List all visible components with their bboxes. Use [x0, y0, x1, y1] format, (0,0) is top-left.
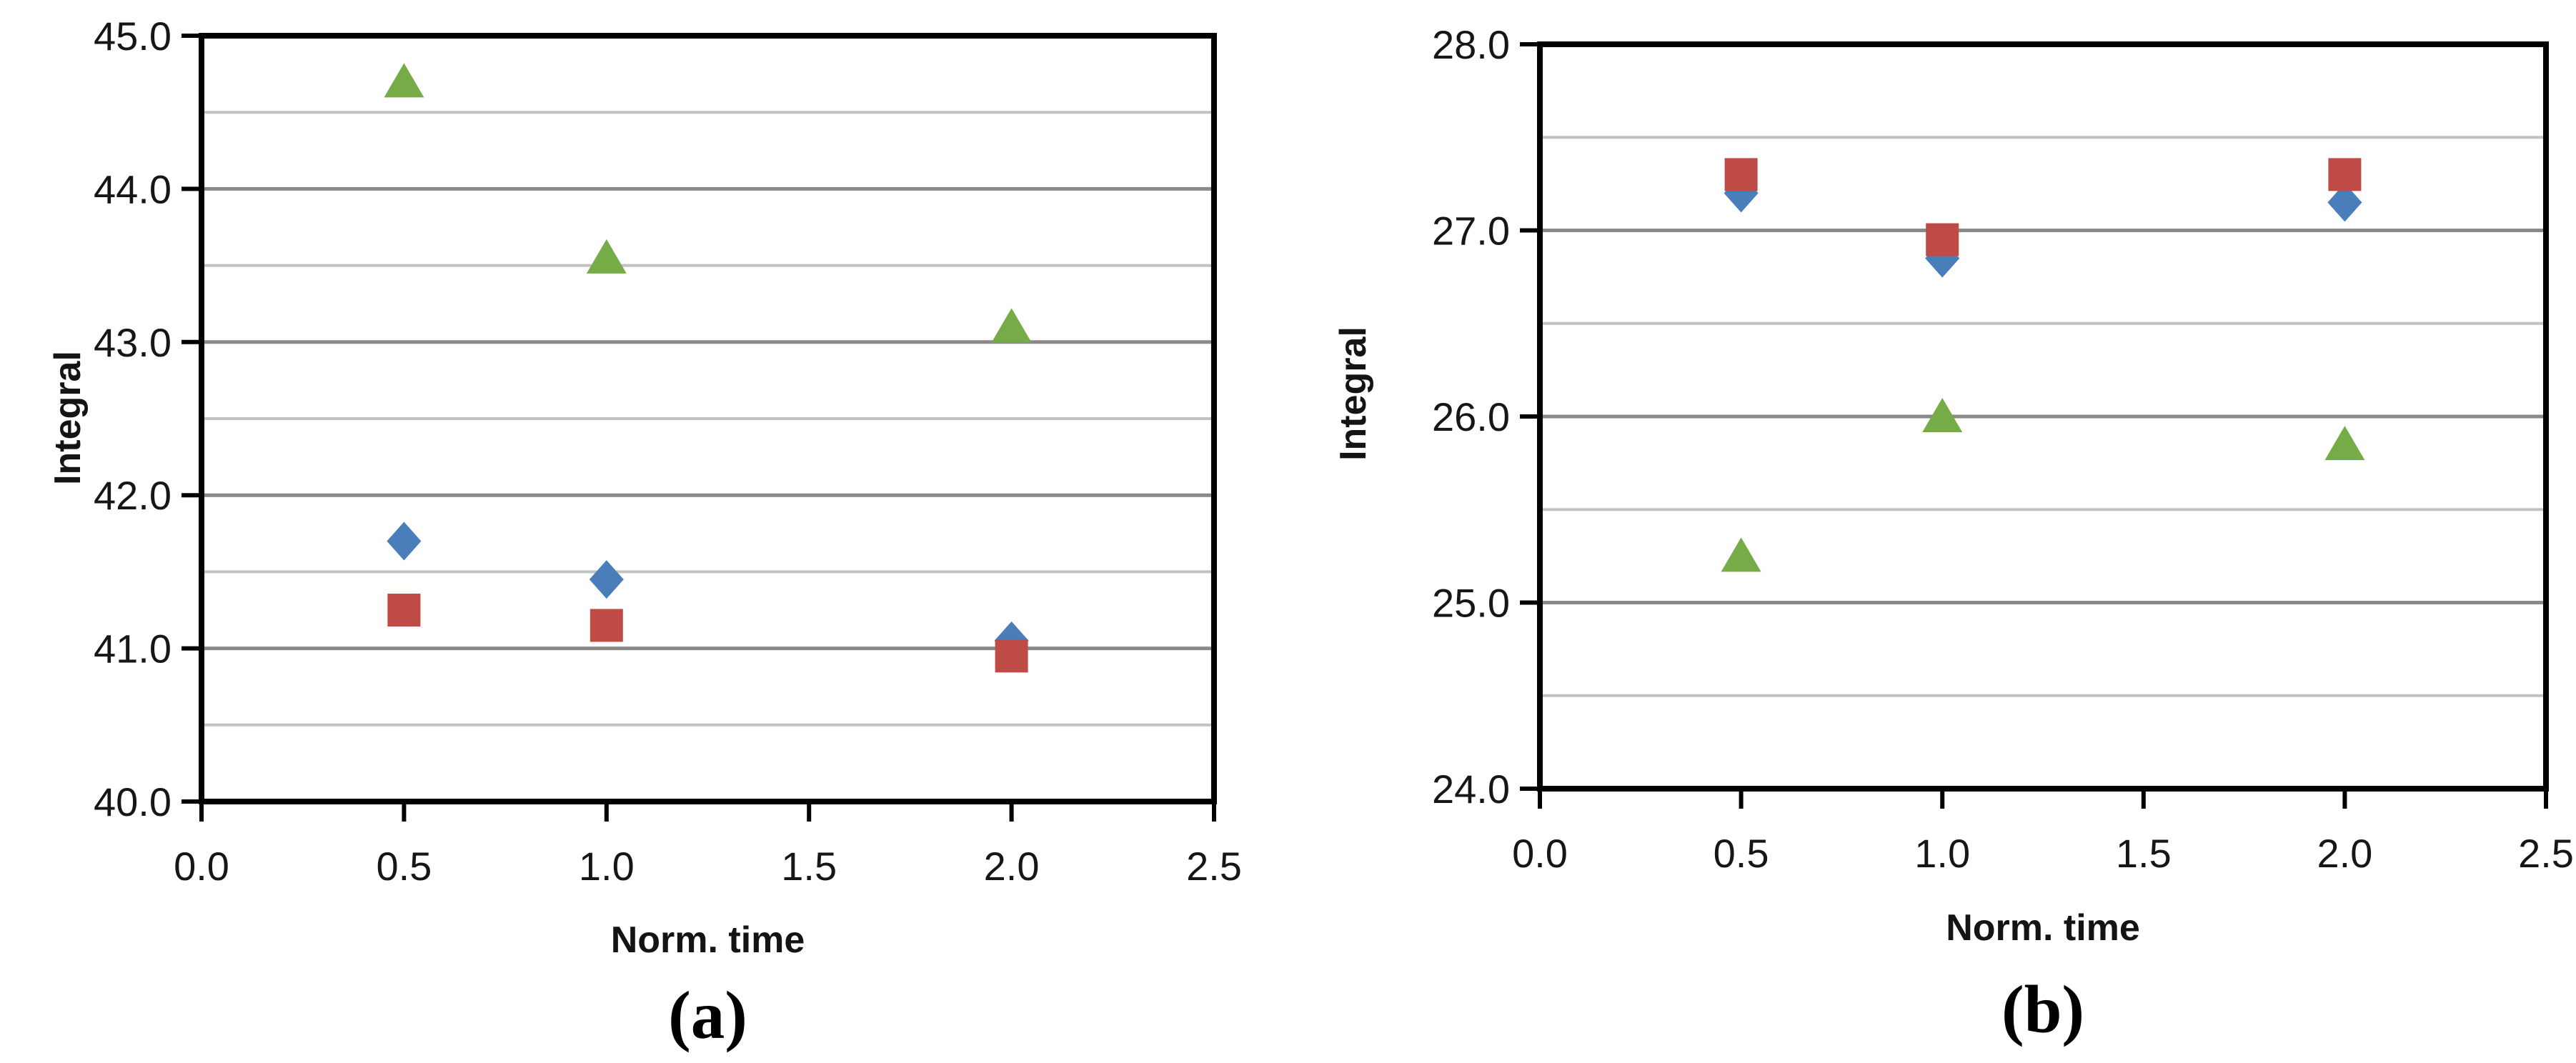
marker-triangle: [1721, 537, 1761, 572]
y-axis: 24.0 25.0 26.0 27.0 28.0: [1432, 22, 1540, 812]
marker-square: [1724, 158, 1758, 191]
x-axis: 0.0 0.5 1.0 1.5 2.0 2.5: [174, 802, 1242, 889]
series-square: [1724, 158, 2362, 256]
series-diamond: [1724, 174, 2362, 278]
chart-panel-b: 24.0 25.0 26.0 27.0 28.0 0.0 0.5 1.0 1.5 2.0 2.5 I…: [1288, 0, 2576, 1063]
y-tick-label: 43.0: [94, 320, 171, 365]
chart-a-y-axis-title: Integral: [47, 351, 89, 485]
x-tick-label: 1.5: [781, 844, 837, 889]
x-tick-label: 1.5: [2116, 831, 2172, 876]
x-tick-label: 2.5: [1186, 844, 1242, 889]
x-tick-label: 0.0: [174, 844, 229, 889]
chart-panel-a: 40.0 41.0 42.0 43.0 44.0 45.0 0.0 0.5 1.0 1.5 2.0 2…: [47, 14, 1242, 1053]
x-tick-label: 0.5: [376, 844, 432, 889]
marker-diamond: [589, 560, 624, 599]
chart-b-x-axis-title: Norm. time: [1946, 907, 2140, 949]
y-tick-label: 27.0: [1432, 209, 1510, 254]
marker-square: [995, 639, 1028, 673]
y-tick-label: 45.0: [94, 14, 171, 59]
y-tick-label: 44.0: [94, 166, 171, 211]
marker-square: [387, 594, 421, 627]
series-square: [387, 594, 1028, 673]
marker-triangle: [1922, 398, 1963, 432]
x-tick-label: 2.5: [2518, 831, 2574, 876]
plot-border: [1537, 41, 2549, 792]
marker-square: [2328, 158, 2362, 191]
marker-square: [1926, 223, 1959, 256]
series-triangle: [1721, 398, 2365, 572]
series-diamond: [387, 521, 1029, 660]
y-tick-label: 41.0: [94, 627, 171, 672]
y-tick-label: 26.0: [1432, 394, 1510, 439]
plot-border: [199, 33, 1217, 804]
chart-a-caption: (a): [668, 977, 747, 1053]
marker-diamond: [387, 521, 422, 561]
marker-diamond: [2327, 183, 2362, 222]
x-tick-label: 1.0: [579, 844, 635, 889]
x-axis: 0.0 0.5 1.0 1.5 2.0 2.5: [1512, 789, 2574, 876]
y-tick-label: 25.0: [1432, 581, 1510, 626]
gridlines: [202, 111, 1214, 727]
y-tick-label: 42.0: [94, 473, 171, 518]
x-tick-label: 2.0: [2317, 831, 2372, 876]
chart-a-plot: 40.0 41.0 42.0 43.0 44.0 45.0 0.0 0.5 1.0 1.5 2.0 2…: [94, 14, 1242, 889]
marker-triangle: [586, 239, 627, 274]
marker-square: [590, 609, 623, 642]
marker-triangle: [2324, 426, 2365, 461]
chart-b-plot: 24.0 25.0 26.0 27.0 28.0 0.0 0.5 1.0 1.5 2.0 2.5: [1432, 22, 2574, 876]
marker-triangle: [384, 63, 424, 98]
x-tick-label: 1.0: [1914, 831, 1970, 876]
chart-b-y-axis-title: Integral: [1333, 326, 1374, 461]
marker-triangle: [991, 308, 1032, 343]
chart-b-caption: (b): [2001, 972, 2085, 1047]
y-tick-label: 24.0: [1432, 767, 1510, 812]
x-tick-label: 2.0: [984, 844, 1040, 889]
y-tick-label: 28.0: [1432, 22, 1510, 67]
x-tick-label: 0.5: [1714, 831, 1769, 876]
chart-a-x-axis-title: Norm. time: [610, 919, 805, 961]
series-triangle: [384, 63, 1032, 343]
gridlines: [1540, 136, 2546, 697]
x-tick-label: 0.0: [1512, 831, 1568, 876]
y-axis: 40.0 41.0 42.0 43.0 44.0 45.0: [94, 14, 202, 824]
y-tick-label: 40.0: [94, 779, 171, 824]
